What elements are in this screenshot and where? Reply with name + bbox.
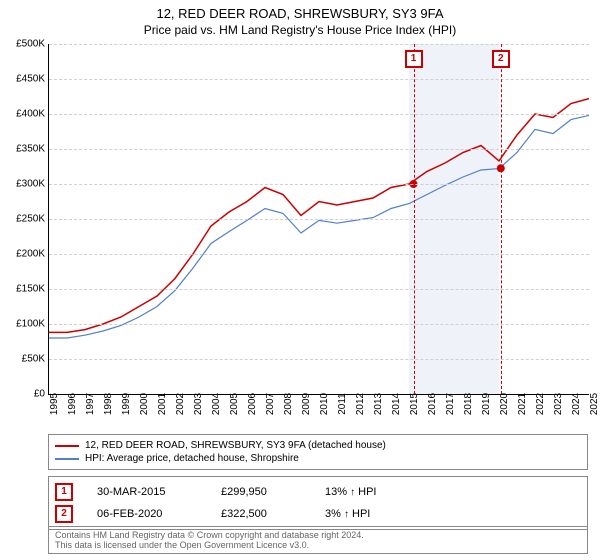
chart-title: 12, RED DEER ROAD, SHREWSBURY, SY3 9FA xyxy=(0,0,600,21)
y-tick-label: £200K xyxy=(1,249,45,260)
chart-subtitle: Price paid vs. HM Land Registry's House … xyxy=(0,21,600,37)
x-tick-label: 2017 xyxy=(445,393,456,415)
y-tick-label: £300K xyxy=(1,179,45,190)
x-tick-label: 2021 xyxy=(517,393,528,415)
x-tick-label: 1995 xyxy=(49,393,60,415)
y-tick-label: £50K xyxy=(1,354,45,365)
legend-swatch-1 xyxy=(55,458,79,460)
legend-swatch-0 xyxy=(55,445,79,447)
x-tick-label: 2016 xyxy=(427,393,438,415)
x-tick-label: 2018 xyxy=(463,393,474,415)
x-tick-label: 2004 xyxy=(211,393,222,415)
x-tick-label: 2015 xyxy=(409,393,420,415)
gridline xyxy=(49,219,589,220)
x-tick-label: 1998 xyxy=(103,393,114,415)
x-tick-label: 2020 xyxy=(499,393,510,415)
transaction-date: 06-FEB-2020 xyxy=(97,508,197,520)
x-tick-label: 2022 xyxy=(535,393,546,415)
x-tick-label: 2023 xyxy=(553,393,564,415)
x-tick-label: 2012 xyxy=(355,393,366,415)
x-tick-label: 2007 xyxy=(265,393,276,415)
chart-plot-area: £0£50K£100K£150K£200K£250K£300K£350K£400… xyxy=(48,44,589,395)
x-tick-label: 2010 xyxy=(319,393,330,415)
y-tick-label: £350K xyxy=(1,144,45,155)
x-tick-label: 2005 xyxy=(229,393,240,415)
x-tick-label: 2024 xyxy=(571,393,582,415)
x-tick-label: 2001 xyxy=(157,393,168,415)
transaction-price: £322,500 xyxy=(221,508,301,520)
gridline xyxy=(49,44,589,45)
marker-box: 2 xyxy=(492,50,510,68)
x-tick-label: 2000 xyxy=(139,393,150,415)
x-tick-label: 1999 xyxy=(121,393,132,415)
x-tick-label: 2019 xyxy=(481,393,492,415)
x-tick-label: 2025 xyxy=(589,393,600,415)
gridline xyxy=(49,149,589,150)
y-tick-label: £0 xyxy=(1,389,45,400)
y-tick-label: £100K xyxy=(1,319,45,330)
x-tick-label: 2003 xyxy=(193,393,204,415)
gridline xyxy=(49,79,589,80)
legend: 12, RED DEER ROAD, SHREWSBURY, SY3 9FA (… xyxy=(48,434,588,470)
y-tick-label: £450K xyxy=(1,74,45,85)
legend-label-0: 12, RED DEER ROAD, SHREWSBURY, SY3 9FA (… xyxy=(85,440,386,451)
gridline xyxy=(49,289,589,290)
x-tick-label: 2008 xyxy=(283,393,294,415)
x-tick-label: 2013 xyxy=(373,393,384,415)
gridline xyxy=(49,114,589,115)
transactions-table: 1 30-MAR-2015 £299,950 13% ↑ HPI 2 06-FE… xyxy=(48,476,588,530)
footer: Contains HM Land Registry data © Crown c… xyxy=(48,526,588,554)
legend-label-1: HPI: Average price, detached house, Shro… xyxy=(85,453,299,464)
transaction-marker: 1 xyxy=(55,483,73,501)
x-tick-label: 2014 xyxy=(391,393,402,415)
x-tick-label: 2009 xyxy=(301,393,312,415)
transaction-price: £299,950 xyxy=(221,486,301,498)
y-tick-label: £250K xyxy=(1,214,45,225)
x-tick-label: 2006 xyxy=(247,393,258,415)
arrow-up-icon: ↑ xyxy=(350,487,355,498)
gridline xyxy=(49,324,589,325)
x-tick-label: 2002 xyxy=(175,393,186,415)
footer-line-1: Contains HM Land Registry data © Crown c… xyxy=(55,530,581,540)
transaction-marker: 2 xyxy=(55,505,73,523)
y-tick-label: £500K xyxy=(1,39,45,50)
marker-line xyxy=(414,44,415,394)
x-tick-label: 1996 xyxy=(67,393,78,415)
y-tick-label: £150K xyxy=(1,284,45,295)
transaction-hpi: 3% ↑ HPI xyxy=(325,508,370,520)
x-tick-label: 1997 xyxy=(85,393,96,415)
marker-box: 1 xyxy=(405,50,423,68)
transaction-date: 30-MAR-2015 xyxy=(97,486,197,498)
table-row: 2 06-FEB-2020 £322,500 3% ↑ HPI xyxy=(55,503,581,525)
gridline xyxy=(49,359,589,360)
transaction-hpi: 13% ↑ HPI xyxy=(325,486,377,498)
y-tick-label: £400K xyxy=(1,109,45,120)
gridline xyxy=(49,184,589,185)
gridline xyxy=(49,254,589,255)
marker-line xyxy=(501,44,502,394)
footer-line-2: This data is licensed under the Open Gov… xyxy=(55,540,581,550)
table-row: 1 30-MAR-2015 £299,950 13% ↑ HPI xyxy=(55,481,581,503)
arrow-up-icon: ↑ xyxy=(344,509,349,520)
x-tick-label: 2011 xyxy=(337,393,348,415)
